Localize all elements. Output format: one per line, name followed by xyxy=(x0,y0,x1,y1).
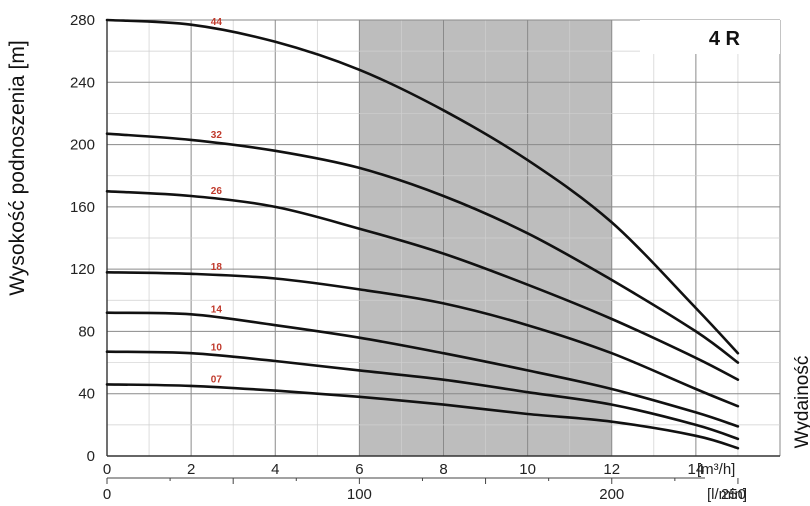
x-tick-label: 8 xyxy=(439,461,447,478)
x-tick-label: 12 xyxy=(603,461,620,478)
x2-tick-label: 0 xyxy=(103,486,111,503)
performance-curves xyxy=(105,18,740,450)
x-tick-label: 10 xyxy=(519,461,536,478)
x-tick-label: 0 xyxy=(103,461,111,478)
curve-label-26: 26 xyxy=(211,186,223,197)
curve-32 xyxy=(105,132,740,364)
y-tick-label: 120 xyxy=(70,261,95,278)
x-tick-label: 14 xyxy=(688,461,705,478)
grid xyxy=(106,19,781,457)
model-label: 4 R xyxy=(709,28,741,50)
y-tick-label: 0 xyxy=(87,448,95,465)
y-tick-label: 200 xyxy=(70,137,95,154)
x-tick-label: 4 xyxy=(271,461,279,478)
curve-10 xyxy=(105,350,740,441)
y-tick-label: 280 xyxy=(70,12,95,29)
y-tick-label: 240 xyxy=(70,74,95,91)
x-unit-label: [m³/h] xyxy=(697,461,735,478)
model-label-box xyxy=(640,20,780,54)
curve-labels: 44 32 26 18 14 10 07 xyxy=(211,17,223,386)
curve-18 xyxy=(105,271,740,408)
curve-label-18: 18 xyxy=(211,262,223,273)
curve-07 xyxy=(105,383,740,450)
y-tick-label: 40 xyxy=(78,386,95,403)
curve-label-32: 32 xyxy=(211,130,223,141)
y-tick-label: 160 xyxy=(70,199,95,216)
curve-label-14: 14 xyxy=(211,305,223,316)
x2-tick-label: 200 xyxy=(599,486,624,503)
right-side-label: Wydainość xyxy=(792,355,810,449)
x2-tick-label: 250 xyxy=(721,486,746,503)
y-tick-label: 80 xyxy=(78,323,95,340)
curve-label-10: 10 xyxy=(211,343,223,354)
curve-44 xyxy=(105,18,740,355)
curve-26 xyxy=(105,190,740,381)
curve-label-07: 07 xyxy=(211,374,223,385)
y-axis-label: Wysokość podnoszenia [m] xyxy=(6,40,29,296)
x2-unit-label: [l/min] xyxy=(707,486,747,503)
curve-label-44: 44 xyxy=(211,17,223,28)
x-tick-label: 6 xyxy=(355,461,363,478)
x-tick-label: 2 xyxy=(187,461,195,478)
x2-tick-label: 100 xyxy=(347,486,372,503)
curve-14 xyxy=(105,311,740,428)
